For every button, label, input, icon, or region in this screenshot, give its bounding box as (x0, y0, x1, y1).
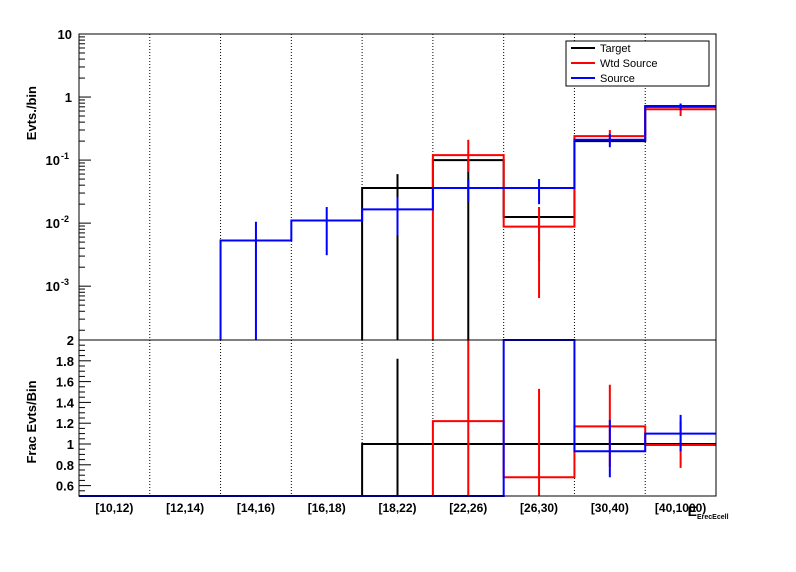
y-axis-title: Evts./bin (24, 86, 39, 140)
x-tick-label: [40,1000) (655, 501, 706, 515)
ratio-plot-frame (78, 339, 717, 497)
y-tick-label: 10 (58, 27, 72, 42)
x-tick-label: [26,30) (520, 501, 558, 515)
x-tick-label: [30,40) (591, 501, 629, 515)
x-tick-label: [18,22) (378, 501, 416, 515)
x-tick-label: [14,16) (237, 501, 275, 515)
y-tick-label: 1 (67, 437, 74, 452)
y-tick-label: 2 (67, 333, 74, 348)
y-tick-label: 1.6 (56, 375, 74, 390)
legend-label: Target (600, 43, 631, 55)
y-axis-title: Frac Evts/Bin (24, 380, 39, 463)
y-tick-label: 0.6 (56, 479, 74, 494)
x-axis-title-subscript: ErecEcell (697, 514, 729, 521)
y-tick-label: 0.8 (56, 458, 74, 473)
y-tick-exponent: -1 (61, 151, 69, 161)
y-tick-label: 10 (46, 153, 60, 168)
y-tick-label: 1.4 (56, 395, 75, 410)
top-source-histogram (219, 105, 716, 340)
x-tick-label: [22,26) (449, 501, 487, 515)
legend: Target Wtd Source Source (565, 40, 710, 87)
y-tick-label: 1.2 (56, 416, 74, 431)
y-tick-exponent: -2 (61, 214, 69, 224)
legend-label: Wtd Source (600, 58, 657, 70)
y-tick-label: 10 (46, 279, 60, 294)
x-axis-title: E (688, 503, 697, 519)
y-tick-label: 10 (46, 216, 60, 231)
x-tick-label: [10,12) (95, 501, 133, 515)
ratio-panel: 0.6 0.8 1 1.2 1.4 1.6 1.8 2 Frac Evts/Bin (24, 333, 717, 497)
legend-label: Source (600, 73, 635, 85)
y-tick-exponent: -3 (61, 277, 69, 287)
x-tick-label: [12,14) (166, 501, 204, 515)
x-axis-labels: [10,12) [12,14) [14,16) [16,18) [18,22) [22,2… (95, 501, 728, 521)
y-tick-label: 1.8 (56, 354, 74, 369)
x-tick-label: [16,18) (308, 501, 346, 515)
y-tick-label: 1 (65, 90, 72, 105)
